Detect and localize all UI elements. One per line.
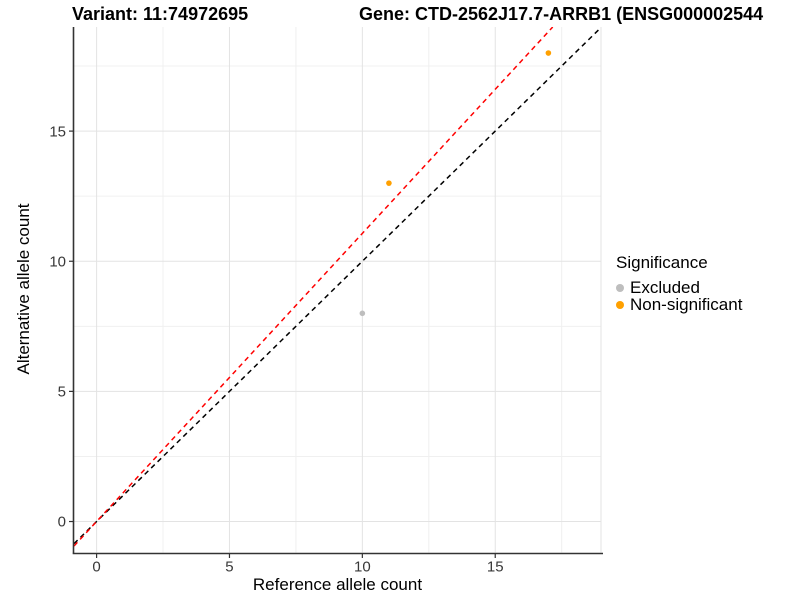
svg-text:15: 15 <box>487 559 504 576</box>
excluded-swatch-icon <box>616 283 624 292</box>
svg-text:15: 15 <box>49 123 66 140</box>
data-point-excluded <box>359 310 366 317</box>
fitted-ratio-line <box>74 27 554 547</box>
svg-text:0: 0 <box>92 559 100 576</box>
svg-text:10: 10 <box>354 559 371 576</box>
legend-item-label: Non-significant <box>630 295 743 314</box>
variant-title: Variant: 11:74972695 <box>72 4 249 24</box>
data-point-non-significant <box>545 50 552 56</box>
legend-item-excluded: Excluded <box>616 279 742 296</box>
non-significant-swatch-icon <box>616 300 624 309</box>
identity-line <box>74 27 601 545</box>
minor-gridlines <box>74 27 601 553</box>
svg-text:5: 5 <box>58 384 66 401</box>
axis-lines <box>72 27 603 555</box>
tick-marks <box>69 130 496 558</box>
legend-item-label: Excluded <box>630 278 700 297</box>
major-gridlines <box>74 27 602 553</box>
svg-text:0: 0 <box>58 514 66 531</box>
svg-text:10: 10 <box>49 253 66 270</box>
legend: Significance Excluded Non-significant <box>616 253 742 313</box>
x-axis-label: Reference allele count <box>252 575 423 594</box>
legend-item-non-significant: Non-significant <box>616 296 742 313</box>
svg-text:5: 5 <box>225 559 233 576</box>
data-point-non-significant <box>386 180 392 186</box>
legend-title: Significance <box>616 253 708 272</box>
tick-labels: 0 5 10 15 0 5 10 15 <box>49 123 503 575</box>
gene-title: Gene: CTD-2562J17.7-ARRB1 (ENSG000002544 <box>359 4 764 24</box>
